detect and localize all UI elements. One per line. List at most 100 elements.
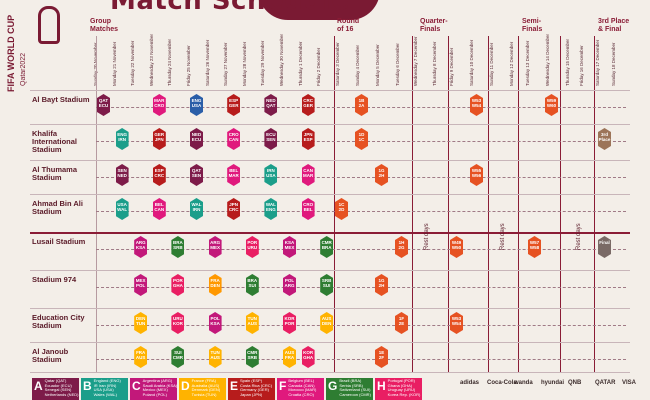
match-badge[interactable]: AUS FRA xyxy=(283,346,296,368)
match-badge[interactable]: SUI CMR xyxy=(171,346,185,368)
match-badge[interactable]: BEL MAR xyxy=(227,164,241,186)
group-teams: Qatar (QAT) Ecuador (ECU) Senegal (SEN) … xyxy=(44,378,79,397)
knockout-badge[interactable]: W53 W54 xyxy=(470,94,483,116)
knockout-badge[interactable]: 1G 2H xyxy=(375,274,388,296)
match-badge[interactable]: ECU SEN xyxy=(264,128,278,150)
match-badge[interactable]: ENG USA xyxy=(190,94,203,116)
group-legend: G Brazil (BRA) Serbia (SRB) Switzerland (… xyxy=(326,378,373,400)
knockout-badge[interactable]: 1B 2A xyxy=(355,94,368,116)
section-final: 3rd Place & Final xyxy=(598,18,630,33)
knockout-badge[interactable]: W59 W60 xyxy=(545,94,558,116)
date-label: Thursday 8 December xyxy=(432,36,447,86)
knockout-badge[interactable]: W49 W50 xyxy=(450,236,463,258)
date-text: Saturday 3 December xyxy=(335,42,340,86)
match-badge[interactable]: QAT ECU xyxy=(97,94,110,116)
match-badge[interactable]: CMR BRA xyxy=(320,236,334,258)
group-legend: H Portugal (POR) Ghana (GHA) Uruguay (URU… xyxy=(375,378,422,400)
match-badge[interactable]: POL ARG xyxy=(283,274,296,296)
knockout-badge[interactable]: W53 W54 xyxy=(450,312,463,334)
match-badge[interactable]: CRO CAN xyxy=(227,128,241,150)
date-text: Saturday 26 November xyxy=(204,39,210,86)
date-label: Friday 25 November xyxy=(186,36,201,86)
match-badge[interactable]: TUN AUS xyxy=(208,346,222,368)
match-badge[interactable]: NED ECU xyxy=(190,128,203,150)
stadium-name: Al Bayt Stadium xyxy=(32,95,90,104)
match-badge[interactable]: POL KSA xyxy=(208,312,222,334)
date-text: Monday 12 December xyxy=(509,41,514,86)
stadium-name: Khalifa International Stadium xyxy=(32,129,78,154)
match-badge[interactable]: FRA DEN xyxy=(208,274,222,296)
match-badge[interactable]: ARG MEX xyxy=(208,236,222,258)
match-badge[interactable]: BRA SUI xyxy=(245,274,259,296)
match-badge[interactable]: ESP CRC xyxy=(152,164,166,186)
date-label: Monday 21 November xyxy=(112,36,127,86)
match-badge[interactable]: GER JPN xyxy=(152,128,166,150)
row-separator xyxy=(30,90,630,91)
match-badge[interactable]: URU KOR xyxy=(171,312,185,334)
match-badge[interactable]: ARG KSA xyxy=(134,236,148,258)
match-badge[interactable]: TUN AUS xyxy=(245,312,259,334)
knockout-badge[interactable]: 1H 2G xyxy=(395,236,408,258)
match-badge[interactable]: CMR SRB xyxy=(245,346,259,368)
match-badge[interactable]: DEN TUN xyxy=(134,312,148,334)
knockout-badge[interactable]: W55 W56 xyxy=(470,164,483,186)
group-teams: Brazil (BRA) Serbia (SRB) Switzerland (S… xyxy=(339,378,371,397)
stadium-name: Stadium 974 xyxy=(32,275,77,284)
match-badge[interactable]: JPN CRC xyxy=(227,198,241,220)
knockout-badge[interactable]: 1D 1C xyxy=(355,128,368,150)
match-badge[interactable]: AUS DEN xyxy=(320,312,334,334)
stadium-name: Ahmad Bin Ali Stadium xyxy=(32,199,83,216)
date-label: Wednesday 30 November xyxy=(279,34,294,86)
match-badge[interactable]: JPN ESP xyxy=(301,128,315,150)
match-badge[interactable]: WAL ENG xyxy=(264,198,278,220)
knockout-badge[interactable]: 1G 2H xyxy=(375,164,388,186)
match-badge[interactable]: SEN NED xyxy=(115,164,129,186)
rest-days-label: Rest days xyxy=(424,223,430,250)
match-badge[interactable]: ENG IRN xyxy=(115,128,129,150)
match-badge[interactable]: CRO BEL xyxy=(301,198,315,220)
group-teams: Argentina (ARG) Saudi Arabia (KSA) Mexic… xyxy=(142,378,177,397)
date-label: Saturday 17 December xyxy=(595,36,610,86)
date-label: Tuesday 6 December xyxy=(395,36,410,86)
match-badge[interactable]: ESP GER xyxy=(227,94,241,116)
date-label: Sunday 4 December xyxy=(355,36,370,86)
match-badge[interactable]: SRB SUI xyxy=(320,274,334,296)
knockout-badge[interactable]: 3rd Place xyxy=(598,128,611,150)
knockout-badge[interactable]: 1E 2F xyxy=(375,346,388,368)
match-badge[interactable]: BRA SRB xyxy=(171,236,185,258)
knockout-badge[interactable]: W57 W58 xyxy=(528,236,541,258)
knockout-badge[interactable]: 1F 2E xyxy=(395,312,408,334)
match-badge[interactable]: BEL CAN xyxy=(152,198,166,220)
row-separator xyxy=(30,232,630,234)
date-label: Tuesday 29 November xyxy=(260,36,275,86)
match-badge[interactable]: CAN MAR xyxy=(301,164,315,186)
match-badge[interactable]: MAR CRO xyxy=(152,94,166,116)
knockout-badge[interactable]: Final xyxy=(598,236,611,258)
match-badge[interactable]: FRA AUS xyxy=(134,346,148,368)
match-badge[interactable]: QAT SEN xyxy=(190,164,203,186)
date-label: Monday 5 December xyxy=(375,36,390,86)
match-badge[interactable]: NED QAT xyxy=(264,94,278,116)
date-text: Thursday 24 November xyxy=(167,38,173,86)
match-badge[interactable]: WAL IRN xyxy=(190,198,203,220)
knockout-badge[interactable]: 1C 2D xyxy=(335,198,348,220)
column-separator xyxy=(594,36,595,372)
date-text: Friday 2 December xyxy=(316,47,322,86)
match-badge[interactable]: CRC GER xyxy=(301,94,315,116)
match-badge[interactable]: USA WAL xyxy=(115,198,129,220)
date-label: Wednesday 14 December xyxy=(545,34,560,86)
date-label: Friday 9 December xyxy=(449,36,464,86)
date-label: Sunday 20 November xyxy=(93,36,108,86)
column-separator xyxy=(518,36,519,372)
match-badge[interactable]: KSA MEX xyxy=(283,236,296,258)
date-text: Tuesday 6 December xyxy=(395,43,400,86)
match-badge[interactable]: KOR POR xyxy=(283,312,296,334)
match-badge[interactable]: POR URU xyxy=(245,236,259,258)
sponsor-logo: hyundai xyxy=(541,380,565,386)
match-badge[interactable]: IRN USA xyxy=(264,164,278,186)
match-badge[interactable]: KOR GHA xyxy=(301,346,315,368)
match-badge[interactable]: POR GHA xyxy=(171,274,185,296)
match-badge[interactable]: MEX POL xyxy=(134,274,148,296)
column-separator xyxy=(448,36,449,372)
